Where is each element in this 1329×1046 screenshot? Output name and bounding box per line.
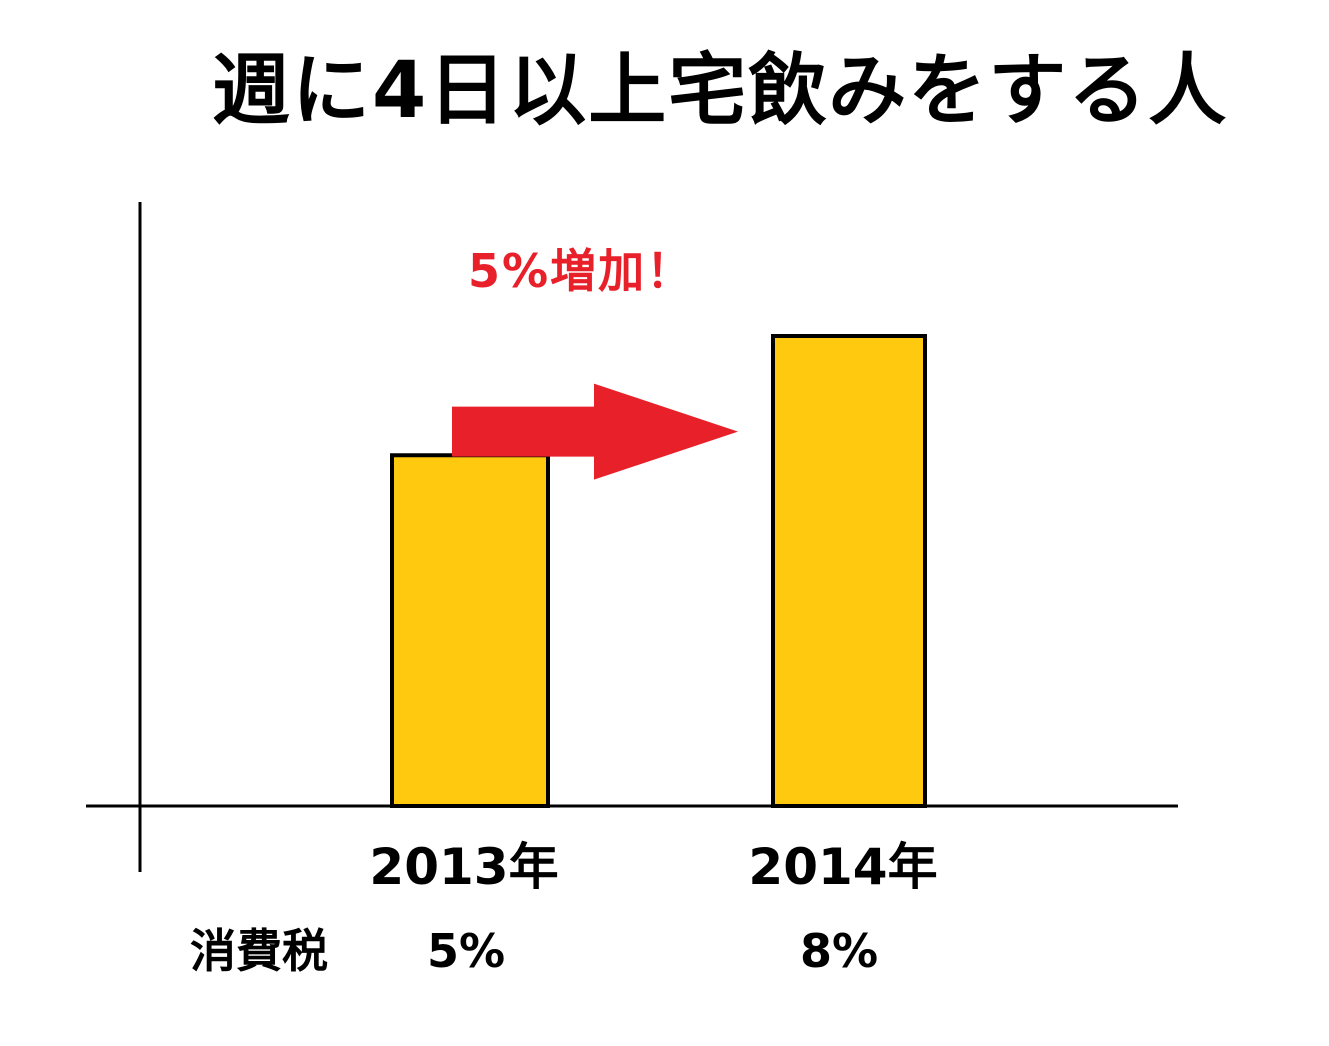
increase-arrow-group <box>452 383 738 480</box>
chart-title: 週に4日以上宅飲みをする人 <box>212 46 1229 136</box>
tax-value-2013: 5% <box>426 924 506 978</box>
consumption-tax-label: 消費税 <box>190 924 328 978</box>
bars <box>390 334 927 808</box>
increase-arrow <box>452 383 738 480</box>
x-tick-label-2013: 2013年 <box>369 838 559 896</box>
bar-1 <box>771 334 927 808</box>
bar-0 <box>390 453 550 808</box>
increase-annotation: 5%増加！ <box>468 244 695 298</box>
axes <box>86 202 1178 872</box>
x-tick-label-2014: 2014年 <box>748 838 938 896</box>
tax-value-2014: 8% <box>799 924 879 978</box>
